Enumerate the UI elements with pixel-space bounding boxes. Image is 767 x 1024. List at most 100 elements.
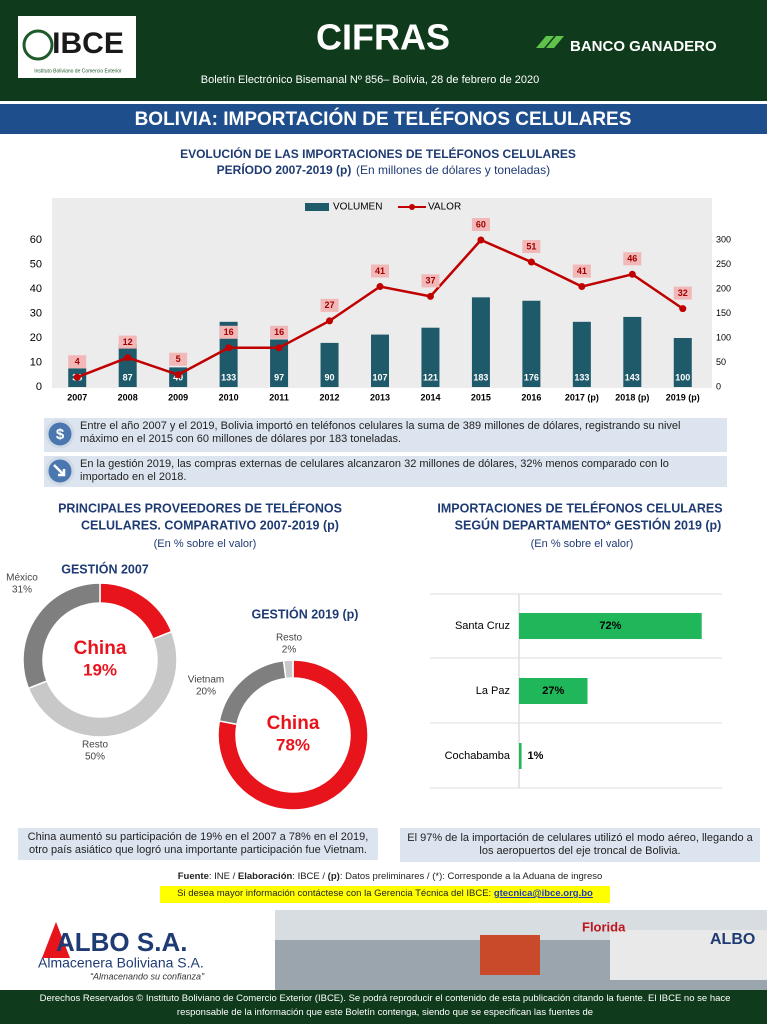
line-point	[477, 236, 485, 244]
y2-tick-label: 250	[716, 259, 731, 269]
point-label: 46	[627, 254, 637, 264]
bar	[519, 678, 588, 704]
section-title: IMPORTACIONES DE TELÉFONOS CELULARES	[437, 500, 722, 515]
slice-value: 20%	[196, 687, 216, 698]
bulletin: Boletín Electrónico Bisemanal Nº 856– Bo…	[201, 74, 540, 86]
contact-text: Si desea mayor información contáctese co…	[177, 888, 492, 899]
ad-slogan: “Almacenando su confianza”	[90, 971, 205, 981]
ad-truck	[480, 935, 540, 975]
point-label-bg	[673, 286, 692, 300]
legend-label: VALOR	[428, 202, 461, 213]
point-label: 5	[176, 354, 181, 364]
line-point	[527, 258, 535, 266]
slice-value: 50%	[85, 752, 105, 763]
ad-brand: ALBO S.A.	[56, 927, 187, 957]
line-point	[174, 371, 182, 379]
contact-email[interactable]: gtecnica@ibce.org.bo	[493, 888, 593, 899]
line-point	[679, 305, 687, 313]
bar	[623, 316, 642, 387]
ad-sign: ALBO	[710, 931, 755, 948]
bar-label: 143	[625, 372, 640, 382]
category-label: Santa Cruz	[455, 620, 510, 632]
point-label: 32	[678, 288, 688, 298]
y-tick-label: 30	[30, 307, 42, 319]
line-point	[326, 317, 334, 325]
logo-caption: Instituto Boliviano de Comercio Exterior	[34, 68, 122, 74]
y2-tick-label: 100	[716, 332, 731, 342]
y-tick-label: 0	[36, 381, 42, 393]
chart-title: GESTIÓN 2007	[61, 561, 149, 576]
category-label: Cochabamba	[445, 750, 511, 762]
bar	[371, 334, 389, 387]
caption-bg	[18, 828, 378, 860]
bar-label: 183	[473, 372, 488, 382]
bar-label: 133	[221, 372, 236, 382]
point-label: 37	[425, 276, 435, 286]
point-label-bg	[623, 252, 642, 266]
donut-segment	[22, 582, 101, 690]
slice-value: 2%	[282, 645, 297, 656]
note: Entre el año 2007 y el 2019, Bolivia imp…	[80, 420, 681, 445]
source-part: : Datos preliminares / (*): Corresponde …	[339, 871, 603, 882]
legend-swatch	[409, 204, 415, 210]
center-value: 78%	[276, 735, 310, 754]
banner-bg	[0, 104, 767, 134]
point-label-bg	[371, 264, 389, 278]
sponsor: BANCO GANADERO	[570, 38, 717, 55]
note-icon	[45, 419, 75, 449]
bar	[519, 743, 522, 769]
y-tick-label: 50	[30, 258, 42, 270]
donut-segment	[217, 659, 369, 811]
point-label-bg	[471, 218, 490, 231]
x-tick-label: 2015	[471, 392, 491, 402]
x-tick-label: 2007	[67, 392, 87, 402]
line-point	[426, 292, 434, 300]
chart-title: PERÍODO 2007-2019 (p)	[217, 162, 352, 177]
point-label: 16	[224, 327, 234, 337]
chart-title: GESTIÓN 2019 (p)	[252, 606, 359, 621]
header-title: CIFRAS	[316, 17, 450, 58]
center-label: China	[267, 713, 320, 734]
source: Fuente: INE / Elaboración: IBCE / (p): D…	[150, 870, 630, 883]
slice-label: México	[6, 573, 38, 584]
ad-building	[610, 930, 767, 980]
source-part: (p)	[327, 871, 340, 882]
bar-label: 100	[675, 372, 690, 382]
footer-bg	[0, 990, 767, 1024]
bar-label: 176	[524, 372, 539, 382]
caption-bg	[400, 828, 760, 862]
point-label-bg	[169, 352, 188, 366]
bar	[471, 297, 490, 387]
donut-segment	[27, 630, 178, 738]
bar-label: 133	[574, 372, 589, 382]
point-label-bg	[572, 264, 591, 278]
note-icon-arrow	[53, 464, 66, 477]
bar	[519, 613, 702, 639]
point-label: 16	[274, 327, 284, 337]
bar	[118, 344, 137, 387]
slice-label: Resto	[276, 633, 303, 644]
y2-tick-label: 0	[716, 381, 721, 391]
bar-label: 72%	[599, 620, 621, 632]
contact: Si desea mayor información contáctese co…	[160, 888, 610, 900]
line-point	[578, 283, 586, 291]
line-point	[275, 344, 283, 352]
ad-logo-mark	[42, 922, 70, 958]
y-tick-label: 60	[30, 234, 42, 246]
point-label: 12	[123, 337, 133, 347]
contact-bg	[160, 886, 610, 903]
point-label: 51	[526, 241, 536, 251]
sponsor-icon	[536, 36, 564, 48]
section-subtitle: (En % sobre el valor)	[531, 538, 634, 550]
x-tick-label: 2010	[219, 392, 239, 402]
bar-label: 121	[423, 372, 438, 382]
bar-label: 27%	[542, 685, 564, 697]
line-point	[376, 283, 384, 291]
legend-swatch	[305, 203, 329, 211]
y-tick-label: 10	[30, 356, 42, 368]
donut-segment	[282, 659, 294, 680]
note-bg	[44, 418, 727, 452]
banner: BOLIVIA: IMPORTACIÓN DE TELÉFONOS CELULA…	[135, 108, 632, 130]
bar	[320, 342, 339, 387]
